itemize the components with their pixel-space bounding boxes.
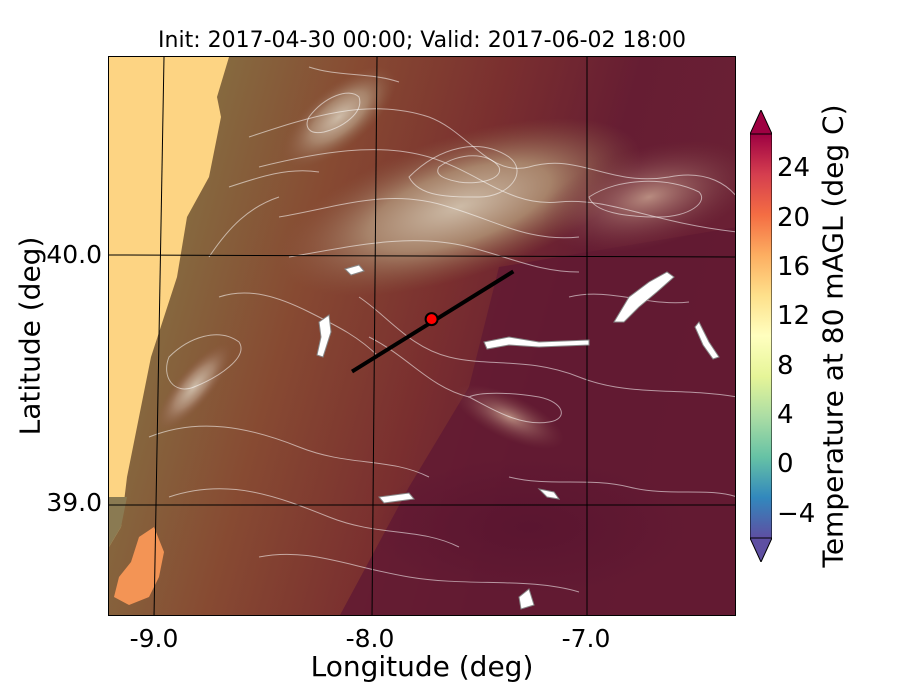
y-tick-label: 39.0 (46, 488, 102, 517)
colorbar (750, 110, 772, 562)
river-east (483, 336, 590, 350)
x-tick-label: -8.0 (345, 624, 395, 653)
reservoir-east (613, 271, 675, 323)
site-marker (424, 312, 439, 327)
reservoir-east-b (694, 321, 720, 360)
colorbar-tick: 0 (777, 449, 794, 479)
x-axis-label: Longitude (deg) (310, 650, 534, 683)
reservoir-west (316, 314, 332, 358)
colorbar-tick: 16 (777, 252, 811, 282)
map-panel (108, 56, 736, 616)
parallel-40 (109, 254, 735, 258)
colorbar-tick: 24 (777, 153, 811, 183)
reservoir-se (518, 588, 535, 610)
reservoir-south (537, 488, 561, 500)
colorbar-extend-min (750, 537, 772, 562)
temperature-map (109, 57, 735, 615)
colorbar-tick: 8 (777, 351, 794, 381)
coast-edge (109, 497, 127, 547)
y-axis-label-wrap: Latitude (deg) (0, 0, 60, 700)
colorbar-extend-max (750, 110, 772, 135)
x-tick-label: -9.0 (129, 624, 179, 653)
reservoir-sw (378, 492, 415, 504)
colorbar-tick: −4 (777, 499, 816, 529)
colorbar-tick: 4 (777, 400, 794, 430)
y-axis-label: Latitude (deg) (13, 236, 47, 436)
highland-region (277, 118, 641, 296)
meridian--9 (153, 57, 165, 615)
warm-patch (114, 527, 164, 605)
x-tick-label: -7.0 (561, 624, 611, 653)
highland-north (282, 66, 396, 168)
colorbar-gradient (750, 133, 772, 539)
water-bodies (316, 264, 720, 610)
coastal-strip (109, 57, 229, 547)
colorbar-label: Temperature at 80 mAGL (deg C) (816, 104, 850, 568)
reservoir-north (344, 264, 365, 276)
colorbar-tick: 20 (777, 203, 811, 233)
y-tick-label: 40.0 (46, 240, 102, 269)
contour-lines (148, 66, 735, 593)
meridian--8 (371, 57, 378, 615)
hot-region (369, 457, 689, 597)
graticule (109, 57, 735, 615)
plot-title: Init: 2017-04-30 00:00; Valid: 2017-06-0… (158, 28, 686, 53)
colorbar-tick: 12 (777, 301, 811, 331)
highland-east (541, 140, 735, 254)
